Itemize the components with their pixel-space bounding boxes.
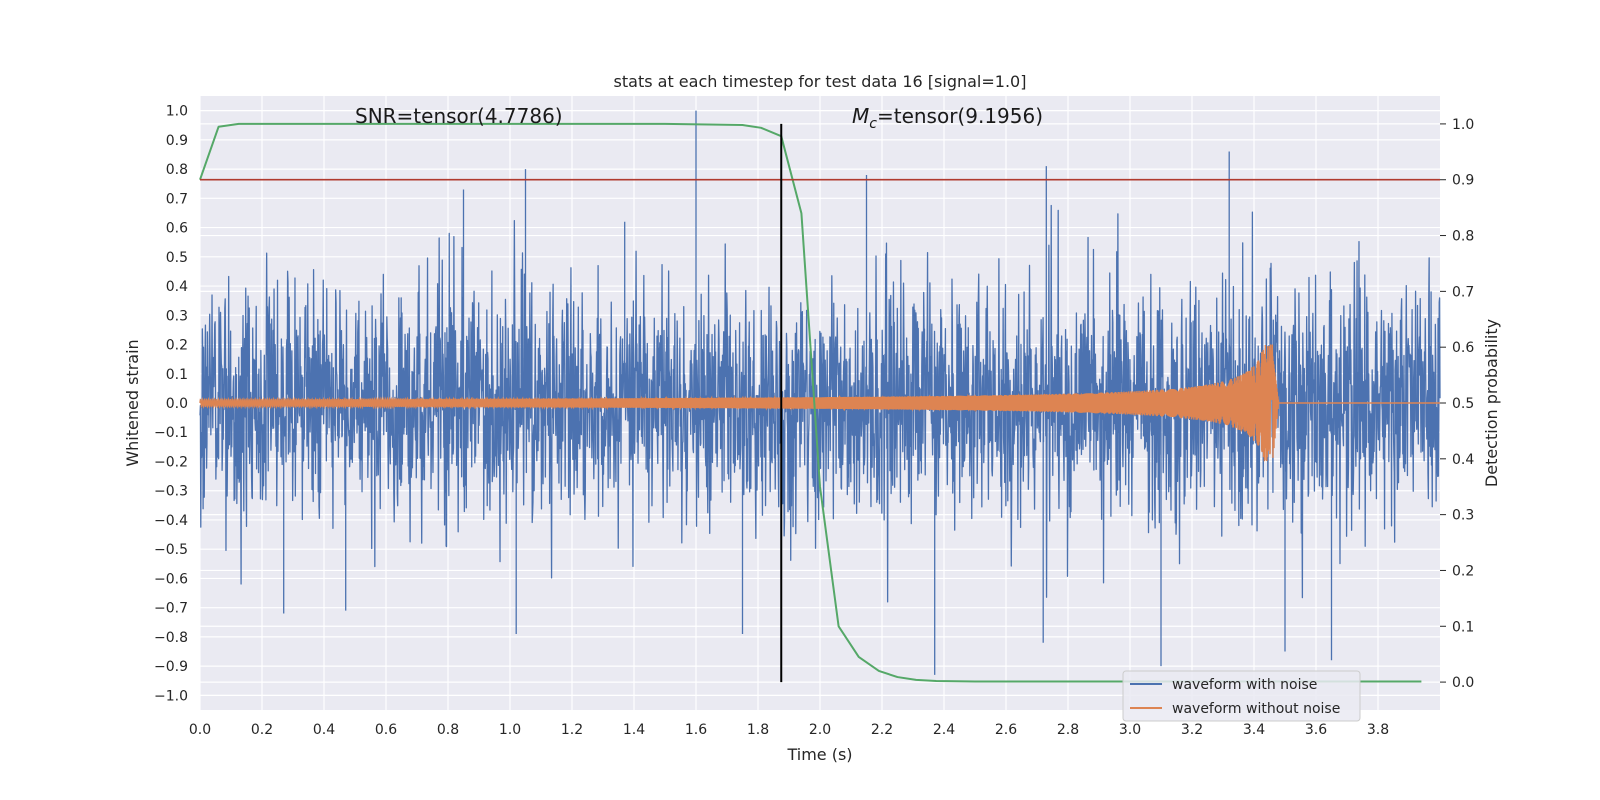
y-tick-label: 0.7 [166, 191, 188, 207]
noise-waveform-line [199, 110, 1441, 675]
y-axis-label: Whitened strain [123, 339, 142, 466]
y2-axis-ticks: 1.0 0.9 0.8 0.7 0.6 0.5 0.4 0.3 0.2 0.1 0.0 [1440, 117, 1474, 691]
overlays [200, 123, 1440, 683]
series-waveform-with-noise [199, 110, 1441, 675]
y2-tick-label: 1.0 [1452, 117, 1474, 133]
legend-label-clean: waveform without noise [1172, 701, 1340, 717]
y2-axis-label: Detection probability [1482, 319, 1501, 487]
y-tick-label: −0.5 [154, 542, 188, 558]
y-tick-label: 0.4 [166, 279, 188, 295]
x-tick-label: 1.4 [623, 722, 645, 738]
x-tick-label: 1.6 [685, 722, 707, 738]
y-tick-label: 0.2 [166, 338, 188, 354]
detection-probability-line [199, 122, 1422, 683]
y2-tick-label: 0.0 [1452, 675, 1474, 691]
mc-subscript: c [869, 116, 877, 132]
y-tick-label: −0.6 [154, 571, 188, 587]
y-tick-label: 0.6 [166, 221, 188, 237]
y-tick-label: 0.8 [166, 162, 188, 178]
y2-tick-label: 0.4 [1452, 452, 1474, 468]
y-axis-ticks: 1.0 0.9 0.8 0.7 0.6 0.5 0.4 0.3 0.2 0.1 0.0 −0.1 −0.… [154, 104, 188, 705]
y-tick-label: −0.3 [154, 484, 188, 500]
y2-tick-label: 0.3 [1452, 508, 1474, 524]
y-tick-label: 0.0 [166, 396, 188, 412]
y-tick-label: −0.2 [154, 454, 188, 470]
y2-tick-label: 0.8 [1452, 229, 1474, 245]
x-tick-label: 3.6 [1305, 722, 1327, 738]
y2-tick-label: 0.7 [1452, 284, 1474, 300]
x-tick-label: 3.2 [1181, 722, 1203, 738]
series-waveform-without-noise [199, 344, 1440, 462]
x-tick-label: 2.8 [1057, 722, 1079, 738]
mc-symbol: M [852, 104, 869, 128]
y-tick-label: −0.1 [154, 425, 188, 441]
y-tick-label: 1.0 [166, 104, 188, 120]
x-tick-label: 0.4 [313, 722, 335, 738]
y-tick-label: −0.8 [154, 630, 188, 646]
x-tick-label: 2.4 [933, 722, 955, 738]
legend-label-noise: waveform with noise [1172, 677, 1317, 693]
y-tick-label: 0.3 [166, 308, 188, 324]
y-tick-label: −1.0 [154, 688, 188, 704]
x-axis-ticks: 0.0 0.2 0.4 0.6 0.8 1.0 1.2 1.4 1.6 1.8 2.0 2.2 2.4 2… [189, 722, 1389, 738]
x-tick-label: 0.8 [437, 722, 459, 738]
y-tick-label: 0.1 [166, 367, 188, 383]
x-tick-label: 3.0 [1119, 722, 1141, 738]
clean-waveform-line [199, 344, 1440, 462]
y2-tick-label: 0.2 [1452, 563, 1474, 579]
y2-tick-label: 0.9 [1452, 173, 1474, 189]
x-tick-label: 0.2 [251, 722, 273, 738]
mc-value: =tensor(9.1956) [877, 104, 1043, 128]
x-axis-label: Time (s) [786, 745, 852, 764]
y2-tick-label: 0.1 [1452, 619, 1474, 635]
x-tick-label: 1.2 [561, 722, 583, 738]
y-tick-label: −0.9 [154, 659, 188, 675]
x-tick-label: 2.0 [809, 722, 831, 738]
x-tick-label: 2.6 [995, 722, 1017, 738]
mc-annotation: Mc=tensor(9.1956) [852, 104, 1043, 132]
y-tick-label: 0.9 [166, 133, 188, 149]
legend: waveform with noise waveform without noi… [1122, 670, 1361, 722]
y-tick-label: 0.5 [166, 250, 188, 266]
x-tick-label: 3.8 [1367, 722, 1389, 738]
y2-tick-label: 0.6 [1452, 340, 1474, 356]
x-tick-label: 3.4 [1243, 722, 1265, 738]
x-tick-label: 1.0 [499, 722, 521, 738]
y-tick-label: −0.4 [154, 513, 188, 529]
x-tick-label: 1.8 [747, 722, 769, 738]
snr-annotation: SNR=tensor(4.7786) [355, 104, 563, 128]
legend-box [1122, 670, 1361, 722]
y2-tick-label: 0.5 [1452, 396, 1474, 412]
x-tick-label: 0.0 [189, 722, 211, 738]
series-detection-probability [199, 122, 1422, 683]
chart-title: stats at each timestep for test data 16 … [614, 72, 1027, 91]
x-tick-label: 2.2 [871, 722, 893, 738]
y-tick-label: −0.7 [154, 601, 188, 617]
x-tick-label: 0.6 [375, 722, 397, 738]
